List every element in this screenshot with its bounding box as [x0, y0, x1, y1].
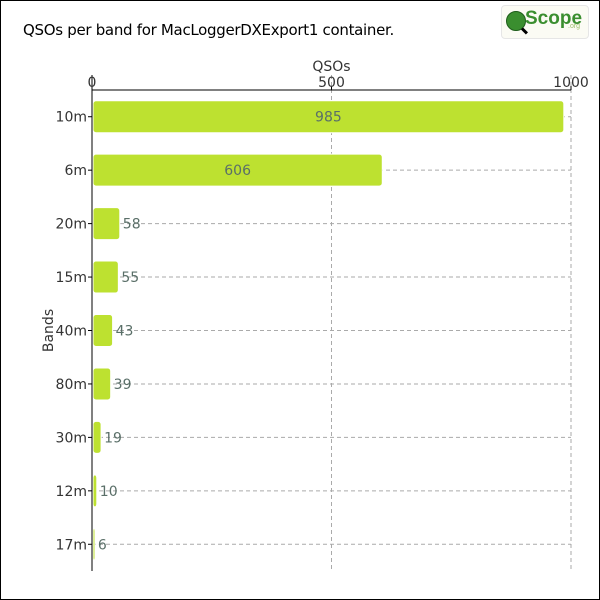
x-tick-label-2: 1000: [553, 75, 589, 91]
y-tick-label-6m: 6m: [64, 163, 87, 179]
bar-30m: [92, 420, 102, 454]
data-label-20m: 58: [123, 217, 141, 233]
magnifier-globe-icon: [506, 11, 526, 31]
label-layer: 985 606 58 55 43 39 19 10 6: [98, 110, 342, 554]
data-label-30m: 19: [104, 430, 122, 446]
y-tick-label-80m: 80m: [56, 377, 87, 393]
x-axis-label: QSOs: [312, 59, 350, 75]
logo-brand: Scope: [525, 8, 583, 29]
logo-suffix: .org: [568, 23, 581, 30]
y-tick-label-40m: 40m: [56, 324, 87, 340]
bar-10m: [92, 100, 565, 134]
data-label-40m: 43: [116, 324, 134, 340]
chart-title: QSOs per band for MacLoggerDXExport1 con…: [23, 21, 395, 39]
y-axis-label: Bands: [41, 309, 57, 352]
y-tick-label-17m: 17m: [56, 537, 87, 553]
y-tick-label-10m: 10m: [56, 110, 87, 126]
bar-80m: [92, 367, 112, 401]
bar-40m: [92, 314, 114, 347]
qscope-logo: Scope .org: [501, 5, 589, 39]
bar-15m: [92, 260, 119, 294]
y-tick-label-15m: 15m: [56, 270, 87, 286]
x-tick-label-0: 0: [88, 75, 97, 91]
y-tick-label-20m: 20m: [56, 217, 87, 233]
bar-20m: [92, 207, 121, 241]
data-label-17m: 6: [98, 537, 107, 553]
y-tick-label-12m: 12m: [56, 484, 87, 500]
axis-layer: 0 500 1000 QSOs 10m 6m 20m 15m 40m 80m 30m 12m 17m Ba…: [41, 59, 589, 571]
y-tick-label-30m: 30m: [56, 430, 87, 446]
data-label-12m: 10: [100, 484, 118, 500]
bar-layer: [92, 100, 565, 561]
bar-6m: [92, 153, 383, 187]
bar-17m: [92, 527, 96, 561]
bar-12m: [92, 474, 98, 508]
x-tick-label-1: 500: [318, 75, 345, 91]
data-label-15m: 55: [121, 270, 139, 286]
data-label-10m: 985: [315, 110, 342, 126]
data-label-6m: 606: [224, 163, 251, 179]
grid-layer: [92, 75, 572, 571]
data-label-80m: 39: [114, 377, 132, 393]
